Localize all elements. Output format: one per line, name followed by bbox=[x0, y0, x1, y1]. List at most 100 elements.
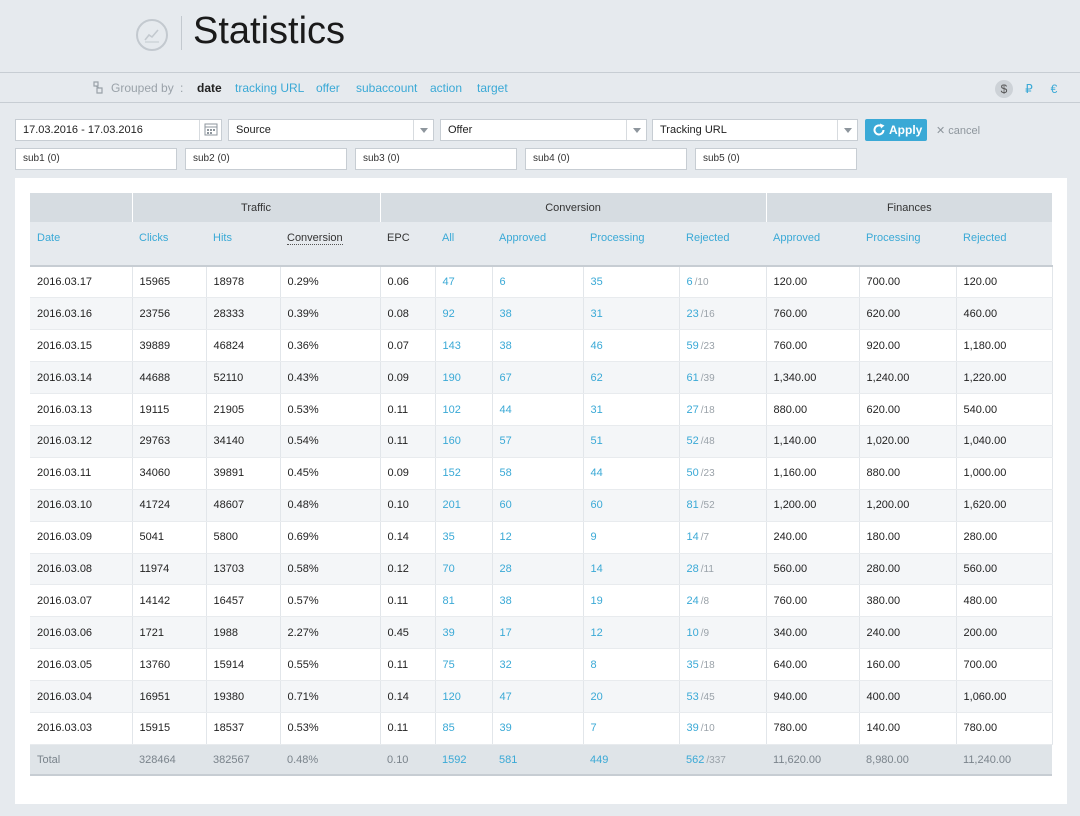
cell-all[interactable]: 152 bbox=[435, 457, 493, 490]
column-header-date[interactable]: Date bbox=[30, 222, 132, 267]
cell-rejected[interactable]: 28/11 bbox=[679, 553, 767, 586]
table-row: 2016.03.06 1721 1988 2.27% 0.45 39 17 12 10/9 340… bbox=[30, 616, 1053, 650]
column-header-fin-approved[interactable]: Approved bbox=[766, 222, 860, 267]
offer-select[interactable]: Offer bbox=[440, 119, 647, 141]
cell-all[interactable]: 190 bbox=[435, 361, 493, 395]
table-row: 2016.03.17 15965 18978 0.29% 0.06 47 6 35 6/10 12… bbox=[30, 266, 1053, 299]
currency-usd[interactable]: $ bbox=[995, 80, 1013, 98]
cell-approved[interactable]: 38 bbox=[492, 297, 584, 331]
cell-rejected[interactable]: 24/8 bbox=[679, 584, 767, 618]
cell-all[interactable]: 120 bbox=[435, 680, 493, 713]
cell-processing[interactable]: 9 bbox=[583, 521, 680, 554]
cell-all[interactable]: 92 bbox=[435, 297, 493, 331]
cell-processing[interactable]: 44 bbox=[583, 457, 680, 490]
group-option-subaccount[interactable]: subaccount bbox=[356, 81, 418, 95]
cell-all[interactable]: 35 bbox=[435, 521, 493, 554]
cell-all[interactable]: 81 bbox=[435, 584, 493, 618]
cell-approved[interactable]: 39 bbox=[492, 712, 584, 745]
cell-processing[interactable]: 12 bbox=[583, 616, 680, 650]
cell-all[interactable]: 201 bbox=[435, 489, 493, 522]
column-header-fin-processing[interactable]: Processing bbox=[859, 222, 957, 267]
column-header-conversion[interactable]: Conversion bbox=[280, 222, 381, 267]
cell-processing[interactable]: 46 bbox=[583, 329, 680, 363]
sub2-input[interactable]: sub2 (0) bbox=[185, 148, 347, 170]
cell-all[interactable]: 160 bbox=[435, 425, 493, 458]
sub4-input[interactable]: sub4 (0) bbox=[525, 148, 687, 170]
cell-all[interactable]: 75 bbox=[435, 648, 493, 682]
cell-approved[interactable]: 17 bbox=[492, 616, 584, 650]
date-range-input[interactable]: 17.03.2016 - 17.03.2016 bbox=[15, 119, 222, 141]
calendar-icon[interactable] bbox=[199, 120, 221, 140]
cell-rejected[interactable]: 59/23 bbox=[679, 329, 767, 363]
column-header-approved[interactable]: Approved bbox=[492, 222, 584, 267]
cell-approved[interactable]: 38 bbox=[492, 329, 584, 363]
cell-rejected[interactable]: 52/48 bbox=[679, 425, 767, 458]
cell-rejected[interactable]: 10/9 bbox=[679, 616, 767, 650]
cell-approved[interactable]: 60 bbox=[492, 489, 584, 522]
cell-processing[interactable]: 19 bbox=[583, 584, 680, 618]
tracking-url-select[interactable]: Tracking URL bbox=[652, 119, 858, 141]
cell-rejected[interactable]: 27/18 bbox=[679, 393, 767, 426]
column-header-processing[interactable]: Processing bbox=[583, 222, 680, 267]
cell-approved[interactable]: 58 bbox=[492, 457, 584, 490]
group-option-date[interactable]: date bbox=[197, 81, 222, 95]
cell-processing[interactable]: 31 bbox=[583, 393, 680, 426]
cell-processing[interactable]: 60 bbox=[583, 489, 680, 522]
total-rejected[interactable]: 562/337 bbox=[679, 744, 767, 777]
cell-processing[interactable]: 62 bbox=[583, 361, 680, 395]
source-select[interactable]: Source bbox=[228, 119, 434, 141]
cell-approved[interactable]: 67 bbox=[492, 361, 584, 395]
cell-rejected[interactable]: 39/10 bbox=[679, 712, 767, 745]
sub1-input[interactable]: sub1 (0) bbox=[15, 148, 177, 170]
cell-rejected[interactable]: 50/23 bbox=[679, 457, 767, 490]
cell-rejected[interactable]: 53/45 bbox=[679, 680, 767, 713]
cell-processing[interactable]: 51 bbox=[583, 425, 680, 458]
cell-rejected[interactable]: 61/39 bbox=[679, 361, 767, 395]
sub5-input[interactable]: sub5 (0) bbox=[695, 148, 857, 170]
cell-approved[interactable]: 28 bbox=[492, 553, 584, 586]
group-option-offer[interactable]: offer bbox=[316, 81, 340, 95]
cell-approved[interactable]: 38 bbox=[492, 584, 584, 618]
cell-approved[interactable]: 57 bbox=[492, 425, 584, 458]
cell-all[interactable]: 102 bbox=[435, 393, 493, 426]
cell-processing[interactable]: 20 bbox=[583, 680, 680, 713]
cell-rejected[interactable]: 23/16 bbox=[679, 297, 767, 331]
cell-rejected[interactable]: 6/10 bbox=[679, 266, 767, 299]
cell-rejected[interactable]: 35/18 bbox=[679, 648, 767, 682]
cell-processing[interactable]: 31 bbox=[583, 297, 680, 331]
cell-processing[interactable]: 8 bbox=[583, 648, 680, 682]
cell-approved[interactable]: 12 bbox=[492, 521, 584, 554]
cell-processing[interactable]: 7 bbox=[583, 712, 680, 745]
total-all[interactable]: 1592 bbox=[435, 744, 493, 777]
cell-approved[interactable]: 47 bbox=[492, 680, 584, 713]
cell-all[interactable]: 47 bbox=[435, 266, 493, 299]
cell-all[interactable]: 70 bbox=[435, 553, 493, 586]
column-header-all[interactable]: All bbox=[435, 222, 493, 267]
cell-all[interactable]: 39 bbox=[435, 616, 493, 650]
cell-rejected[interactable]: 14/7 bbox=[679, 521, 767, 554]
cell-epc: 0.11 bbox=[380, 393, 436, 426]
cell-all[interactable]: 143 bbox=[435, 329, 493, 363]
total-approved[interactable]: 581 bbox=[492, 744, 584, 777]
column-header-clicks[interactable]: Clicks bbox=[132, 222, 206, 267]
cell-all[interactable]: 85 bbox=[435, 712, 493, 745]
cell-rejected[interactable]: 81/52 bbox=[679, 489, 767, 522]
cancel-button[interactable]: ✕ cancel bbox=[936, 124, 980, 137]
group-option-target[interactable]: target bbox=[477, 81, 508, 95]
total-processing[interactable]: 449 bbox=[583, 744, 680, 777]
cell-approved[interactable]: 44 bbox=[492, 393, 584, 426]
column-header-rejected[interactable]: Rejected bbox=[679, 222, 767, 267]
sub3-input[interactable]: sub3 (0) bbox=[355, 148, 517, 170]
cell-processing[interactable]: 14 bbox=[583, 553, 680, 586]
currency-rub[interactable]: ₽ bbox=[1025, 82, 1033, 96]
group-option-action[interactable]: action bbox=[430, 81, 463, 95]
apply-button-label: Apply bbox=[889, 123, 923, 137]
group-option-tracking-url[interactable]: tracking URL bbox=[235, 81, 305, 95]
column-header-hits[interactable]: Hits bbox=[206, 222, 280, 267]
apply-button[interactable]: Apply bbox=[865, 119, 927, 141]
cell-processing[interactable]: 35 bbox=[583, 266, 680, 299]
cell-approved[interactable]: 32 bbox=[492, 648, 584, 682]
currency-eur[interactable]: € bbox=[1050, 82, 1058, 96]
column-header-fin-rejected[interactable]: Rejected bbox=[956, 222, 1053, 267]
cell-approved[interactable]: 6 bbox=[492, 266, 584, 299]
